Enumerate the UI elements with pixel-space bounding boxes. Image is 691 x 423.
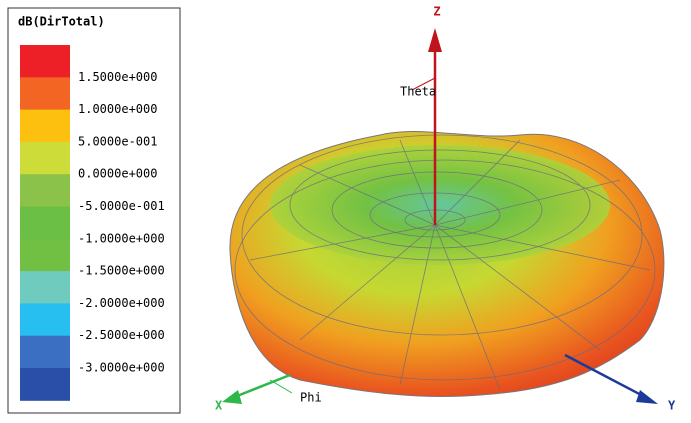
y-arrow [636, 390, 658, 404]
legend-label: -3.0000e+000 [78, 361, 165, 375]
x-axis [231, 373, 291, 400]
legend-swatch [20, 271, 70, 304]
legend-swatch [20, 303, 70, 337]
z-label: Z [433, 5, 440, 19]
legend-swatch [20, 77, 70, 111]
x-label: X [215, 399, 223, 413]
legend-swatch [20, 368, 70, 401]
legend-scale: 1.5000e+000 1.0000e+000 5.0000e-001 0.0000e… [20, 45, 165, 401]
phi-marker [269, 379, 293, 394]
legend-label: -2.5000e+000 [78, 328, 165, 342]
legend-label: 1.0000e+000 [78, 102, 157, 116]
legend-swatch [20, 174, 70, 207]
y-axis [564, 353, 646, 399]
legend-swatch [20, 109, 70, 143]
legend-title: dB(DirTotal) [18, 15, 105, 29]
legend-label: -1.0000e+000 [78, 231, 165, 245]
legend-swatch [20, 45, 70, 78]
legend-swatch [20, 206, 70, 240]
theta-label: Theta [400, 85, 436, 99]
z-arrow [428, 28, 442, 52]
x-arrow [222, 390, 242, 404]
legend-label: 5.0000e-001 [78, 134, 157, 148]
legend-label: -2.0000e+000 [78, 296, 165, 310]
y-label: Y [668, 399, 676, 413]
legend-swatch [20, 141, 70, 175]
legend-swatch [20, 335, 70, 369]
wireframe [234, 134, 656, 391]
legend-swatch [20, 238, 70, 272]
theta-marker [411, 77, 436, 91]
legend-label: 1.5000e+000 [78, 70, 157, 84]
legend-label: -5.0000e-001 [78, 199, 165, 213]
pattern-top [270, 145, 610, 265]
legend-label: 0.0000e+000 [78, 167, 157, 181]
phi-label: Phi [300, 391, 322, 405]
legend-label: -1.5000e+000 [78, 264, 165, 278]
